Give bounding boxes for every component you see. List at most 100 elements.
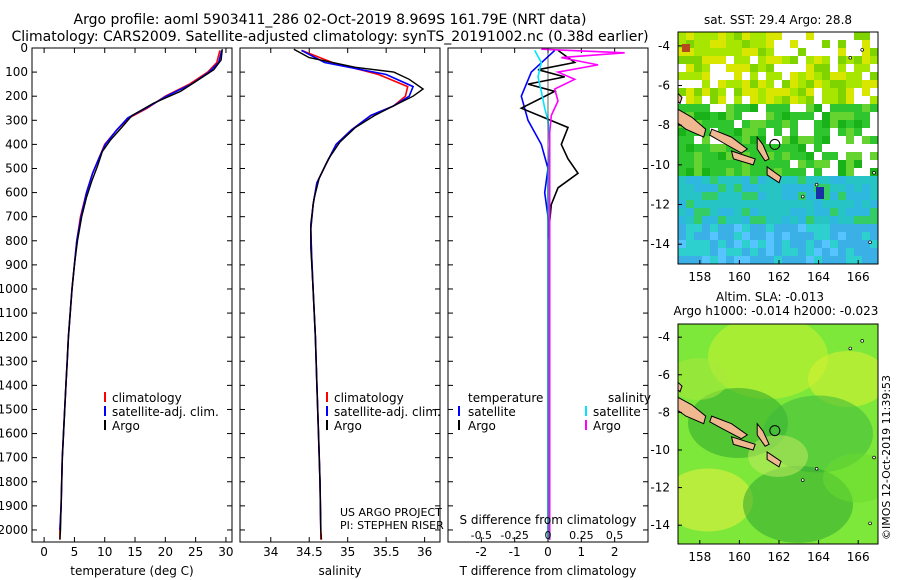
sst-cell	[766, 64, 774, 72]
sst-cell	[806, 152, 814, 160]
sst-cell	[766, 152, 774, 160]
map-x-tick-label: 162	[768, 270, 791, 284]
sst-cell	[758, 240, 766, 248]
island-speck	[868, 240, 872, 244]
legend-swatch	[585, 406, 587, 416]
sst-cell	[694, 200, 702, 208]
sst-cell	[694, 168, 702, 176]
sst-cell	[750, 240, 758, 248]
sst-cell	[846, 104, 854, 112]
sst-cell	[854, 232, 862, 240]
sst-cell	[798, 168, 806, 176]
sst-cell	[790, 56, 798, 64]
sst-cell	[710, 216, 718, 224]
sst-cell	[726, 200, 734, 208]
sst-cell	[694, 152, 702, 160]
sst-cell	[854, 184, 862, 192]
sst-cell	[678, 248, 686, 256]
sst-cell	[798, 240, 806, 248]
sst-cell	[806, 112, 814, 120]
sst-cell	[838, 184, 846, 192]
map-frame-2	[677, 323, 879, 545]
sst-cell	[758, 160, 766, 168]
sst-cell	[686, 224, 694, 232]
pi-annotation: PI: STEPHEN RISER	[340, 519, 444, 532]
sst-cell	[782, 168, 790, 176]
sst-cell	[774, 88, 782, 96]
sst-cell	[734, 40, 742, 48]
sst-cell	[750, 144, 758, 152]
sst-cell	[694, 64, 702, 72]
sst-cell	[822, 256, 830, 264]
sst-cell	[678, 168, 686, 176]
sst-cell	[822, 120, 830, 128]
sst-cell	[846, 88, 854, 96]
sst-cell	[862, 88, 870, 96]
legend-swatch	[104, 406, 106, 416]
sst-cell	[678, 32, 686, 40]
sst-cell	[846, 256, 854, 264]
sst-cell	[758, 192, 766, 200]
sst-cell	[870, 48, 878, 56]
sst-cell	[734, 64, 742, 72]
sst-cell	[742, 64, 750, 72]
sst-cell	[806, 72, 814, 80]
sst-cell	[686, 200, 694, 208]
sst-cell	[806, 104, 814, 112]
x-tick-label: 10	[97, 545, 112, 559]
sst-cell	[846, 56, 854, 64]
legend-label: Argo	[593, 419, 621, 433]
sst-cell	[870, 192, 878, 200]
sst-cell	[846, 216, 854, 224]
x-tick-label: 20	[158, 545, 173, 559]
x-tick-label: 36	[417, 545, 432, 559]
sst-cell	[694, 96, 702, 104]
y-tick-label: 1300	[0, 354, 28, 368]
sst-cell	[702, 48, 710, 56]
sst-cell	[734, 168, 742, 176]
sst-cell	[694, 192, 702, 200]
sst-cell	[854, 72, 862, 80]
sst-cell	[830, 80, 838, 88]
legend-label: satellite	[468, 405, 516, 419]
sst-cell	[870, 216, 878, 224]
legend-swatch	[585, 420, 587, 430]
sst-cell	[710, 176, 718, 184]
sst-cell	[862, 232, 870, 240]
sst-cell	[694, 40, 702, 48]
sst-cell	[718, 192, 726, 200]
sst-cell	[782, 96, 790, 104]
map-x-tick-label: 164	[807, 270, 830, 284]
sst-cell	[694, 208, 702, 216]
legend-swatch	[326, 406, 328, 416]
sst-cell	[734, 56, 742, 64]
sst-cell	[822, 208, 830, 216]
sst-cell	[838, 160, 846, 168]
sst-cell	[726, 224, 734, 232]
sst-cell	[774, 128, 782, 136]
sst-cell	[766, 72, 774, 80]
sst-cell	[846, 112, 854, 120]
sst-cell	[694, 88, 702, 96]
sst-cell	[742, 128, 750, 136]
sst-cell	[750, 40, 758, 48]
map-y-tick-label: -12	[650, 481, 670, 495]
sst-cell	[742, 120, 750, 128]
argo-marker	[769, 425, 781, 437]
sst-cell	[678, 160, 686, 168]
sst-cell	[726, 152, 734, 160]
sst-cell	[702, 200, 710, 208]
sst-cell	[702, 144, 710, 152]
sst-cell	[822, 128, 830, 136]
y-tick-label: 1800	[0, 475, 28, 489]
sst-cell	[814, 120, 822, 128]
sst-cell	[838, 192, 846, 200]
sst-cell	[734, 136, 742, 144]
sst-cell	[758, 216, 766, 224]
island-speck	[872, 171, 876, 175]
sst-cell	[726, 48, 734, 56]
sst-cell	[782, 176, 790, 184]
sst-cell	[726, 208, 734, 216]
sst-cell	[710, 232, 718, 240]
sst-cell	[726, 160, 734, 168]
